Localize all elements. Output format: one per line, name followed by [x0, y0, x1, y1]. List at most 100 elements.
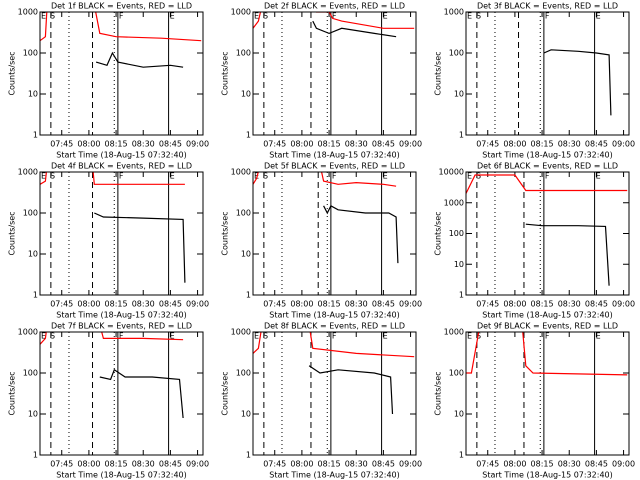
event-label: E: [254, 172, 259, 181]
event-label: S: [263, 172, 268, 181]
chart-title: Det 5f BLACK = Events, RED = LLD: [264, 162, 405, 171]
y-axis-label: Counts/sec: [221, 211, 230, 255]
event-label: F: [545, 172, 550, 181]
event-label: E: [254, 12, 259, 21]
event-label: E: [41, 12, 46, 21]
y-tick-label: 10: [454, 260, 464, 269]
data-line: [253, 332, 415, 358]
x-tick-label: 07:45: [50, 300, 73, 309]
x-tick-label: 08:45: [585, 300, 608, 309]
y-tick-label: 10000: [439, 168, 464, 177]
x-tick-label: 08:30: [558, 300, 581, 309]
x-axis-label: Start Time (18-Aug-15 07:32:40): [56, 471, 187, 480]
x-tick-label: 08:30: [132, 140, 155, 149]
data-line: [466, 174, 628, 194]
data-line: [253, 172, 397, 187]
x-tick-label: 08:45: [159, 300, 182, 309]
data-line: [312, 20, 397, 38]
x-tick-label: 08:45: [372, 460, 395, 469]
panel: Det 8f BLACK = Events, RED = LLD Counts/s…: [221, 322, 423, 480]
data-line: [308, 365, 394, 415]
y-tick-label: 10: [454, 90, 464, 99]
y-tick-label: 1000: [444, 328, 464, 337]
event-label: E: [170, 172, 175, 181]
data-line: [99, 368, 184, 419]
x-tick-label: 08:45: [372, 300, 395, 309]
x-tick-label: 09:00: [399, 140, 422, 149]
y-tick-label: 1000: [18, 8, 38, 17]
event-label: F: [545, 332, 550, 341]
plot-frame: [252, 331, 417, 456]
y-axis-label: Counts/sec: [434, 51, 443, 95]
x-tick-label: 08:45: [159, 140, 182, 149]
y-tick-label: 100: [236, 209, 251, 218]
x-tick-label: 08:45: [372, 140, 395, 149]
x-tick-label: 08:45: [585, 460, 608, 469]
x-tick-label: 08:15: [531, 300, 554, 309]
chart-title: Det 8f BLACK = Events, RED = LLD: [264, 322, 405, 331]
x-tick-label: 08:30: [558, 460, 581, 469]
data-line: [466, 332, 628, 376]
panel: Det 2f BLACK = Events, RED = LLD Counts/s…: [221, 2, 423, 160]
y-tick-label: 10: [241, 250, 251, 259]
x-tick-label: 08:45: [159, 460, 182, 469]
panel: Det 6f BLACK = Events, RED = LLD Counts/s…: [434, 162, 636, 320]
chart-title: Det 7f BLACK = Events, RED = LLD: [51, 322, 192, 331]
y-tick-label: 10: [28, 410, 38, 419]
x-axis-label: Start Time (18-Aug-15 07:32:40): [482, 311, 613, 320]
plot-frame: [39, 11, 204, 136]
plot-frame: [39, 171, 204, 296]
x-tick-label: 08:15: [318, 300, 341, 309]
y-tick-label: 100: [23, 49, 38, 58]
y-tick-label: 1: [459, 131, 464, 140]
x-tick-label: 08:15: [318, 460, 341, 469]
panel: Det 9f BLACK = Events, RED = LLD Counts/s…: [434, 322, 636, 480]
x-axis-label: Start Time (18-Aug-15 07:32:40): [269, 311, 400, 320]
x-tick-label: 08:15: [531, 140, 554, 149]
event-label: S: [50, 332, 55, 341]
event-label: F: [332, 12, 337, 21]
y-tick-label: 1: [33, 451, 38, 460]
x-axis-label: Start Time (18-Aug-15 07:32:40): [482, 471, 613, 480]
event-label: E: [596, 12, 601, 21]
x-axis-label: Start Time (18-Aug-15 07:32:40): [269, 151, 400, 160]
x-tick-label: 09:00: [186, 460, 209, 469]
x-tick-label: 07:45: [476, 300, 499, 309]
x-tick-label: 08:00: [77, 140, 100, 149]
y-axis-label: Counts/sec: [221, 51, 230, 95]
panel: Det 5f BLACK = Events, RED = LLD Counts/s…: [221, 162, 423, 320]
data-line: [40, 332, 184, 345]
x-tick-label: 08:15: [105, 140, 128, 149]
y-tick-label: 100: [236, 49, 251, 58]
x-axis-label: Start Time (18-Aug-15 07:32:40): [482, 151, 613, 160]
x-tick-label: 09:00: [186, 300, 209, 309]
panel: Det 1f BLACK = Events, RED = LLD Counts/s…: [8, 2, 210, 160]
data-line: [95, 51, 184, 68]
y-tick-label: 10: [28, 250, 38, 259]
y-tick-label: 1: [33, 131, 38, 140]
event-label: F: [119, 12, 124, 21]
chart-title: Det 3f BLACK = Events, RED = LLD: [477, 2, 618, 11]
x-tick-label: 08:00: [290, 300, 313, 309]
event-label: F: [332, 332, 337, 341]
event-label: E: [383, 332, 388, 341]
y-tick-label: 10: [241, 90, 251, 99]
y-tick-label: 1000: [444, 198, 464, 207]
x-tick-label: 08:30: [132, 300, 155, 309]
x-tick-label: 08:00: [290, 140, 313, 149]
x-tick-label: 07:45: [263, 140, 286, 149]
x-tick-label: 08:00: [503, 300, 526, 309]
y-tick-label: 1: [33, 291, 38, 300]
x-tick-label: 07:45: [263, 300, 286, 309]
y-tick-label: 1000: [231, 328, 251, 337]
event-label: S: [476, 12, 481, 21]
y-tick-label: 10: [241, 410, 251, 419]
event-label: E: [41, 332, 46, 341]
y-axis-label: Counts/sec: [434, 371, 443, 415]
event-label: E: [254, 332, 259, 341]
event-label: E: [467, 12, 472, 21]
data-line: [543, 49, 612, 116]
plot-frame: [252, 171, 417, 296]
y-axis-label: Counts/sec: [8, 211, 17, 255]
